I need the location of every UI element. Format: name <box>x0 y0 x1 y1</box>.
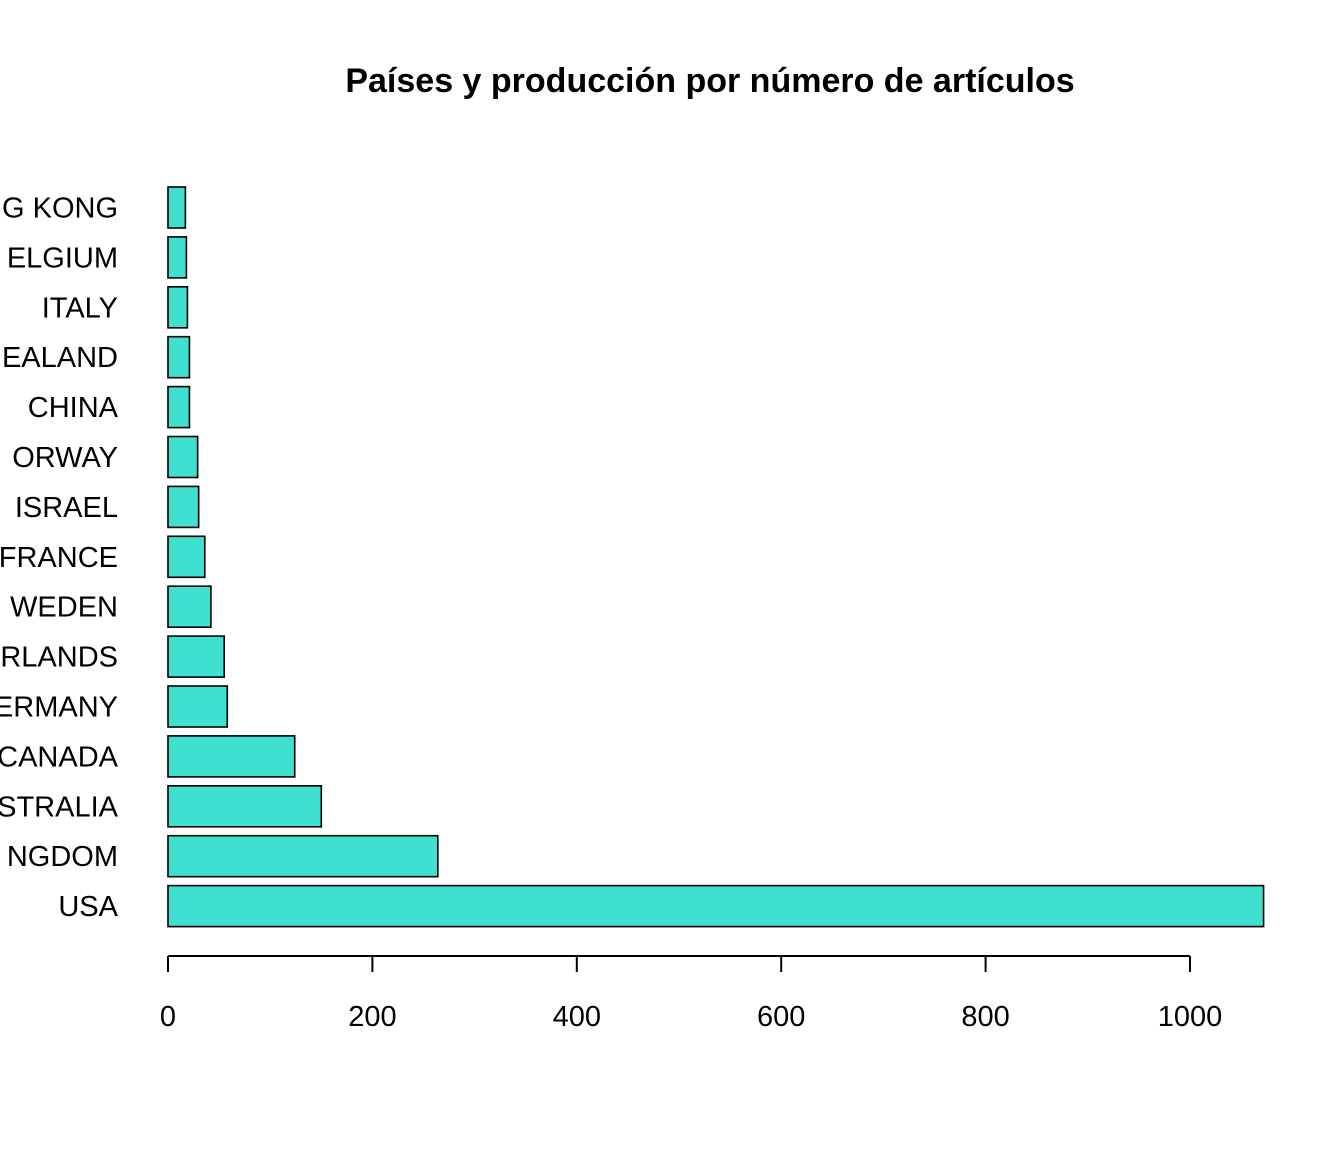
category-label: CHINA <box>28 392 119 424</box>
x-tick-label: 400 <box>553 1001 601 1033</box>
x-axis: 0 200 400 600 800 1000 <box>160 955 1223 1033</box>
category-label: ITALY <box>42 292 118 324</box>
category-label: ORWAY <box>12 442 118 474</box>
x-tick-label: 1000 <box>1158 1001 1223 1033</box>
bar-ealand <box>167 335 191 379</box>
category-label: ERMANY <box>0 692 118 724</box>
category-label: G KONG <box>2 193 118 225</box>
chart-title: Países y producción por número de artícu… <box>345 62 1074 100</box>
category-label: CANADA <box>0 741 119 773</box>
category-label: ELGIUM <box>7 242 118 274</box>
x-tick-label: 800 <box>961 1001 1009 1033</box>
category-label: EALAND <box>2 342 118 374</box>
x-tick-label: 600 <box>757 1001 805 1033</box>
category-label: RLANDS <box>0 642 118 674</box>
bar-france <box>167 535 206 579</box>
bar-ermany <box>167 685 229 728</box>
bar-rlands <box>167 635 226 678</box>
bar-stralia <box>167 784 323 828</box>
category-label: NGDOM <box>7 841 118 873</box>
bars-group <box>167 186 1265 928</box>
category-label: ISRAEL <box>15 492 118 524</box>
category-label: FRANCE <box>0 542 118 574</box>
bar-canada <box>167 735 296 778</box>
bar-italy <box>167 285 189 329</box>
category-label: WEDEN <box>10 592 118 624</box>
bar-china <box>167 385 191 429</box>
x-tick-label: 0 <box>160 1001 176 1033</box>
category-labels: G KONG ELGIUM ITALY EALAND CHINA ORWAY ISRAEL F… <box>0 193 119 924</box>
bar-elgium <box>167 236 188 279</box>
bar-g-kong <box>167 186 187 229</box>
bar-ngdom <box>167 834 439 878</box>
bar-usa <box>167 884 1265 928</box>
bar-orway <box>167 435 199 479</box>
x-tick-label: 200 <box>348 1001 396 1033</box>
category-label: STRALIA <box>0 791 119 823</box>
bar-israel <box>167 485 200 529</box>
bar-weden <box>167 585 212 629</box>
category-label: USA <box>58 891 118 923</box>
